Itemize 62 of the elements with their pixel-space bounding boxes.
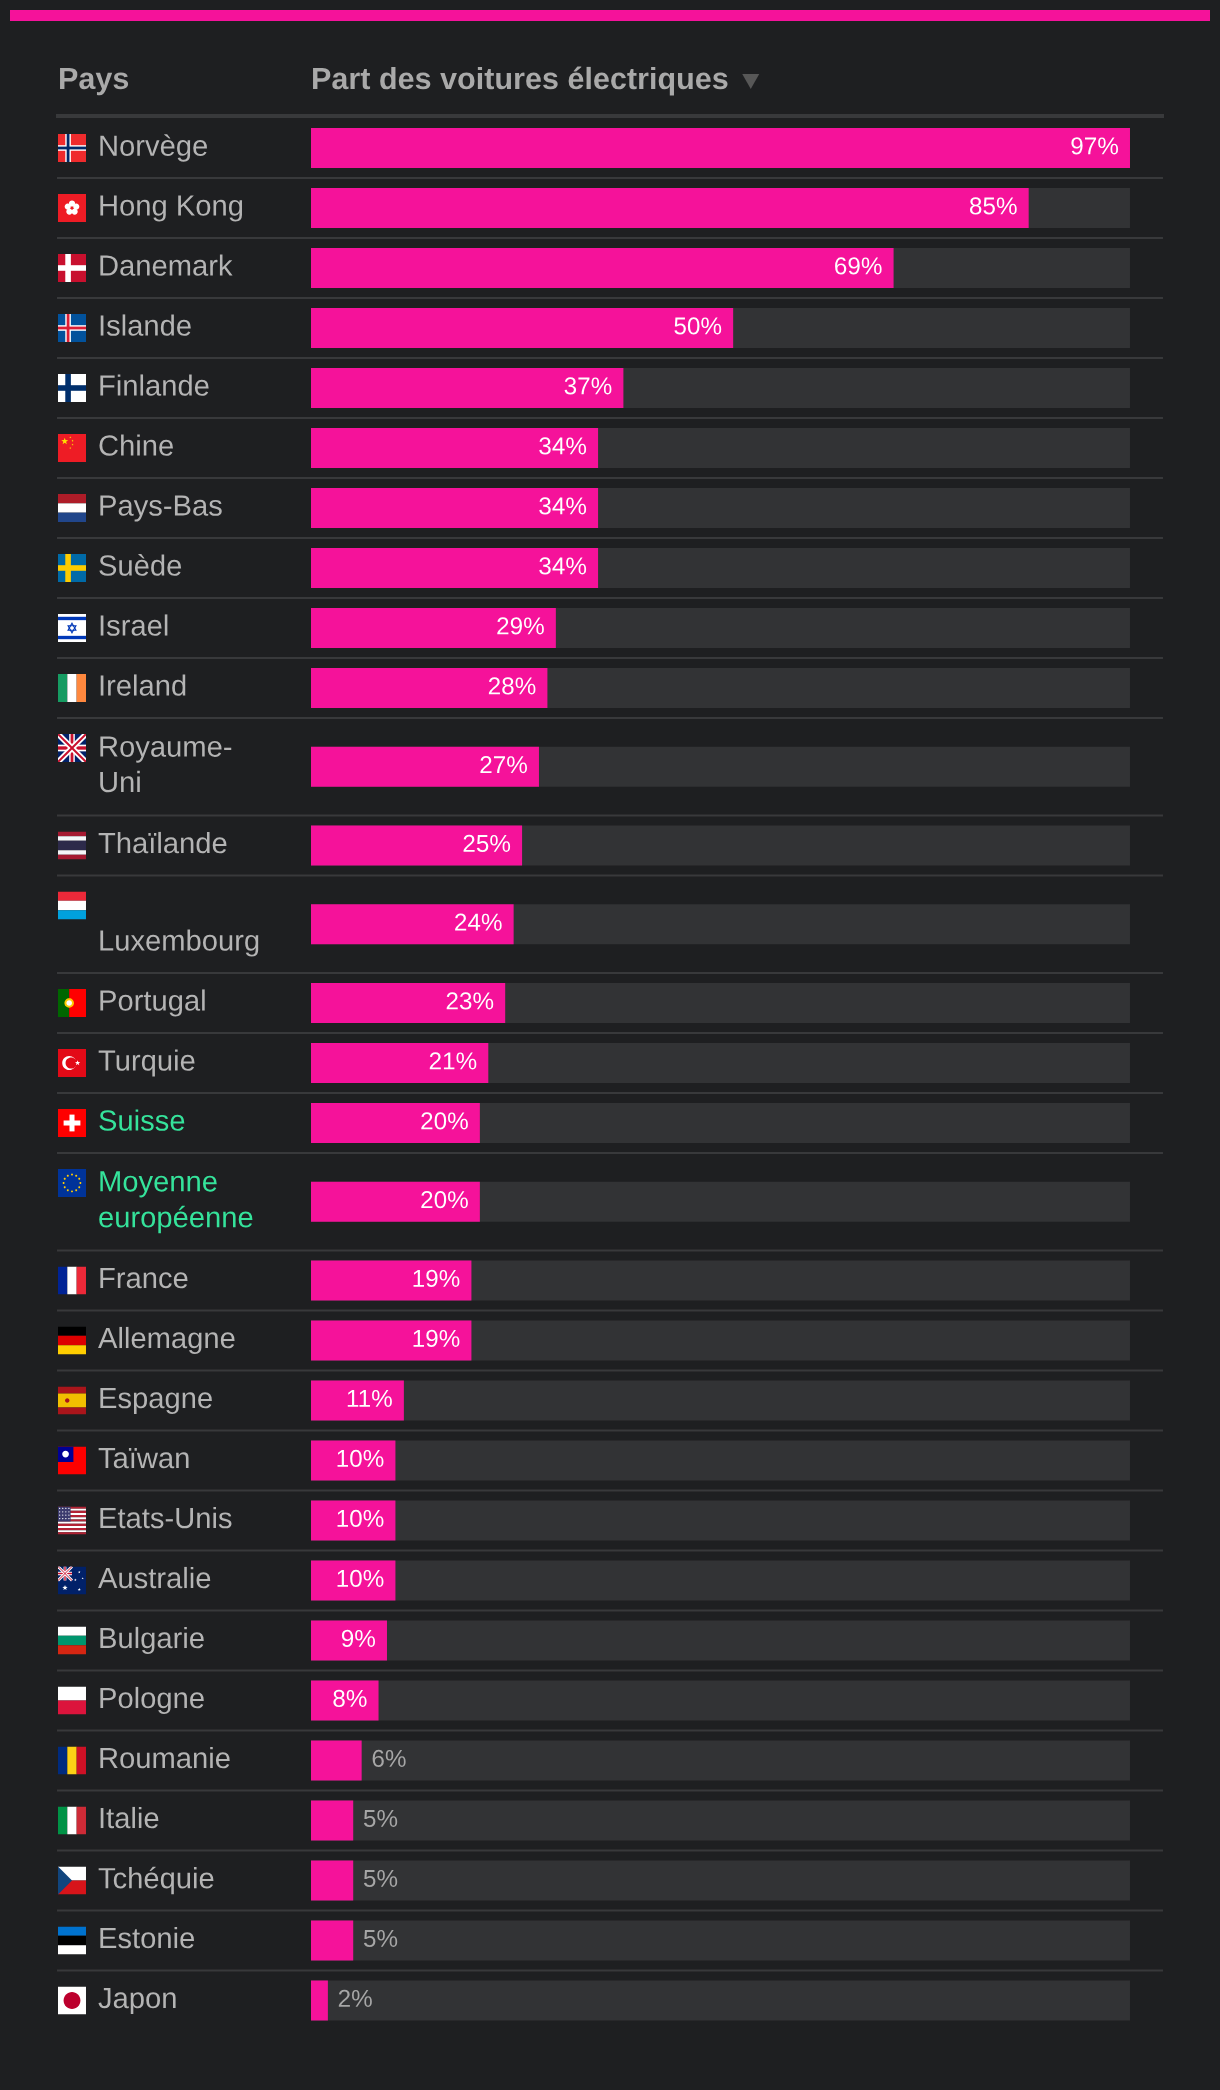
data-label: 6% (372, 1749, 406, 1768)
data-label: 97% (1071, 137, 1119, 155)
y-tick-label: Japon (98, 1987, 176, 2015)
data-label: 37% (564, 377, 612, 395)
data-label: 20% (421, 1191, 468, 1209)
data-label: 34% (539, 497, 587, 515)
data-label: 34% (539, 557, 587, 575)
data-label: 69% (835, 257, 882, 275)
y-tick-label: Estonie (100, 1926, 194, 1949)
y-tick-label: Turquie (98, 1049, 195, 1077)
data-label: 20% (421, 1112, 468, 1130)
y-tick-label: Pays-Bas (100, 495, 222, 522)
data-label: 5% (363, 1929, 398, 1948)
y-tick-label: Australie (98, 1566, 211, 1589)
data-label: 23% (446, 992, 494, 1010)
y-tick-label: Royaume-Uni (100, 736, 232, 793)
data-label: 10% (337, 1449, 384, 1468)
data-label: 19% (413, 1269, 460, 1288)
data-label: 5% (363, 1809, 398, 1828)
y-tick-label: Hong Kong (100, 195, 243, 222)
data-label: 8% (333, 1689, 367, 1708)
y-tick-label: Suisse (99, 1109, 185, 1131)
y-tick-label: France (100, 1267, 188, 1289)
y-tick-label: Tchéquie (98, 1866, 214, 1895)
data-label: 11% (347, 1389, 392, 1407)
data-label: 9% (341, 1629, 376, 1648)
y-tick-label: Moyenne européenne (99, 1171, 253, 1234)
y-tick-label: Espagne (100, 1387, 212, 1415)
y-tick-label: Islande (100, 314, 191, 336)
y-tick-label: Israel (100, 614, 168, 636)
y-tick-label: Chine (99, 434, 173, 456)
y-tick-label: Danemark (100, 254, 233, 276)
y-tick-label: Taïwan (98, 1447, 189, 1469)
data-label: 2% (338, 1989, 372, 2007)
data-label: 25% (463, 834, 511, 853)
data-label: 85% (969, 197, 1017, 215)
y-tick-label: Portugal (100, 989, 205, 1017)
data-label: 21% (429, 1052, 477, 1070)
y-tick-label: Suède (99, 554, 182, 576)
y-tick-label: Bulgarie (100, 1626, 204, 1655)
data-label: 10% (337, 1569, 384, 1588)
data-label: 10% (337, 1509, 384, 1528)
data-label: 5% (363, 1869, 398, 1888)
y-tick-label: Finlande (100, 374, 209, 396)
y-tick-label: Thaïlande (98, 831, 227, 854)
y-tick-label: Roumanie (100, 1746, 230, 1769)
y-tick-label: Italie (100, 1806, 159, 1829)
data-label: 27% (480, 756, 527, 774)
data-label: 50% (674, 317, 722, 335)
y-tick-label: Pologne (100, 1686, 204, 1715)
y-tick-label: Luxembourg (100, 929, 259, 957)
data-label: 19% (413, 1329, 460, 1348)
y-axis-title: Pays (60, 67, 129, 96)
data-label: 34% (539, 437, 587, 455)
y-tick-label: Ireland (100, 674, 186, 696)
x-axis-title: Part des voitures électriques (313, 66, 728, 96)
y-tick-label: Norvège (100, 134, 207, 162)
data-label: 24% (455, 913, 502, 931)
data-label: 28% (488, 677, 536, 695)
data-label: 29% (497, 617, 544, 635)
y-tick-label: Etats-Unis (100, 1506, 232, 1529)
y-tick-label: Allemagne (98, 1326, 235, 1355)
